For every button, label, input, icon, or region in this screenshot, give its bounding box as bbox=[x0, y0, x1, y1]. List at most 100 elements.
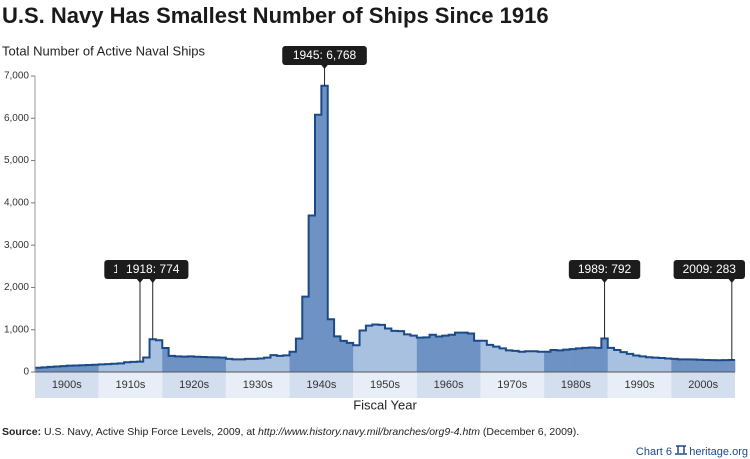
year-bar bbox=[321, 85, 329, 372]
year-bar bbox=[41, 367, 49, 372]
year-bar bbox=[54, 366, 61, 372]
year-bar bbox=[136, 361, 144, 372]
year-bar bbox=[73, 365, 80, 372]
y-tick-label: 3,000 bbox=[4, 240, 29, 251]
year-bar bbox=[283, 355, 290, 372]
year-bar bbox=[722, 360, 729, 372]
year-bar bbox=[168, 355, 176, 372]
year-bar bbox=[251, 358, 259, 372]
year-bar bbox=[397, 331, 405, 372]
year-bar bbox=[359, 330, 367, 372]
year-bar bbox=[645, 357, 653, 372]
x-tick-label: 1930s bbox=[243, 379, 273, 391]
year-bar bbox=[499, 348, 507, 372]
year-bar bbox=[601, 338, 609, 372]
decade-strip bbox=[480, 372, 545, 398]
source-text: U.S. Navy, Active Ship Force Levels, 200… bbox=[44, 426, 255, 438]
year-bar bbox=[85, 365, 93, 372]
year-bar bbox=[385, 328, 392, 372]
year-bar bbox=[429, 334, 437, 372]
year-bar bbox=[563, 349, 570, 372]
year-bar bbox=[276, 355, 284, 372]
x-tick-label: 1980s bbox=[561, 379, 591, 391]
decade-strip bbox=[162, 372, 226, 398]
year-bar bbox=[626, 353, 634, 372]
year-bar bbox=[155, 340, 163, 372]
year-bar bbox=[709, 360, 717, 372]
year-bar bbox=[117, 363, 125, 372]
source: Source: U.S. Navy, Active Ship Force Lev… bbox=[2, 426, 579, 438]
year-bar bbox=[308, 215, 316, 372]
callout-box bbox=[673, 260, 745, 279]
year-bar bbox=[448, 334, 456, 372]
year-bar bbox=[391, 330, 399, 372]
callout-pointer bbox=[136, 278, 144, 283]
year-bar bbox=[652, 357, 659, 372]
year-bar bbox=[442, 335, 449, 372]
decade-strip bbox=[544, 372, 608, 398]
year-bar bbox=[245, 358, 252, 372]
year-bar bbox=[410, 335, 418, 372]
callout-pointer bbox=[320, 64, 329, 69]
chart-number: Chart 6 bbox=[636, 446, 672, 458]
decade-strip bbox=[289, 372, 354, 398]
year-bar bbox=[665, 358, 672, 372]
callout-box bbox=[568, 260, 641, 279]
year-bar bbox=[556, 350, 564, 372]
year-bar bbox=[467, 333, 475, 372]
year-bar bbox=[175, 356, 182, 372]
year-bar bbox=[544, 351, 551, 372]
year-bar bbox=[690, 359, 698, 372]
year-bar bbox=[181, 356, 189, 372]
year-bar bbox=[353, 345, 360, 372]
decade-strip bbox=[671, 372, 735, 398]
callout-pointer bbox=[148, 278, 157, 283]
year-bar bbox=[607, 347, 615, 372]
year-bar bbox=[238, 359, 246, 372]
logo-icon bbox=[675, 445, 687, 455]
year-bar bbox=[595, 347, 602, 372]
callout-label: 1989: 792 bbox=[578, 262, 632, 276]
year-bar bbox=[474, 340, 481, 372]
x-tick-label: 1970s bbox=[497, 379, 527, 391]
callout-pointer bbox=[727, 278, 736, 283]
x-tick-label: 1910s bbox=[115, 379, 145, 391]
year-bar bbox=[365, 325, 373, 372]
year-bar bbox=[35, 367, 42, 372]
year-bar bbox=[404, 334, 411, 372]
year-bar bbox=[334, 336, 341, 372]
y-axis-label: Total Number of Active Naval Ships bbox=[2, 43, 206, 58]
year-bar bbox=[92, 364, 99, 372]
site: heritage.org bbox=[689, 446, 748, 458]
year-bar bbox=[340, 340, 348, 372]
x-tick-label: 1950s bbox=[370, 379, 400, 391]
year-bar bbox=[455, 332, 462, 372]
year-bar bbox=[588, 347, 596, 372]
year-bar bbox=[206, 357, 214, 372]
year-bar bbox=[105, 364, 112, 372]
x-tick-label: 1990s bbox=[625, 379, 655, 391]
decade-strip bbox=[225, 372, 290, 398]
decade-strip bbox=[35, 372, 99, 398]
year-bar bbox=[270, 355, 278, 372]
year-bar bbox=[658, 358, 666, 372]
x-tick-label: 1900s bbox=[52, 379, 82, 391]
decade-strip bbox=[353, 372, 417, 398]
year-bar bbox=[111, 363, 119, 372]
year-bar bbox=[728, 360, 736, 372]
year-bar bbox=[518, 351, 526, 372]
year-bar bbox=[512, 350, 519, 372]
source-date: (December 6, 2009). bbox=[483, 426, 579, 438]
year-bar bbox=[372, 324, 379, 372]
year-bar bbox=[232, 359, 239, 372]
year-bar bbox=[264, 357, 271, 372]
year-bar bbox=[633, 355, 640, 372]
year-bar bbox=[315, 114, 322, 373]
x-tick-label: 1960s bbox=[434, 379, 464, 391]
year-bar bbox=[47, 366, 55, 372]
year-bar bbox=[493, 346, 500, 372]
y-tick-label: 2,000 bbox=[4, 282, 29, 293]
year-bar bbox=[715, 360, 723, 372]
year-bar bbox=[703, 359, 710, 372]
